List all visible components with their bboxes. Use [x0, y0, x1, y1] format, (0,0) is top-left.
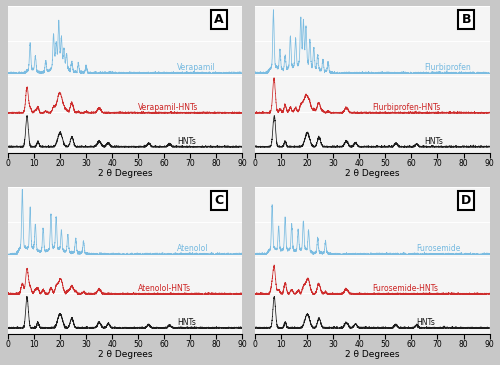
X-axis label: 2 θ Degrees: 2 θ Degrees	[98, 169, 152, 178]
Text: Atenolol: Atenolol	[177, 245, 208, 253]
Text: HNTs: HNTs	[177, 137, 196, 146]
Text: Furosemide-HNTs: Furosemide-HNTs	[372, 284, 438, 293]
Text: Furosemide: Furosemide	[416, 245, 461, 253]
Text: HNTs: HNTs	[424, 137, 444, 146]
Text: Verapamil-HNTs: Verapamil-HNTs	[138, 103, 198, 112]
Text: A: A	[214, 13, 224, 26]
Text: Verapamil: Verapamil	[177, 63, 216, 72]
Text: Flurbiprofen-HNTs: Flurbiprofen-HNTs	[372, 103, 441, 112]
X-axis label: 2 θ Degrees: 2 θ Degrees	[98, 350, 152, 360]
Text: HNTs: HNTs	[416, 318, 436, 327]
Text: B: B	[462, 13, 471, 26]
Text: Flurbiprofen: Flurbiprofen	[424, 63, 471, 72]
Text: Atenolol-HNTs: Atenolol-HNTs	[138, 284, 192, 293]
Text: HNTs: HNTs	[177, 318, 196, 327]
X-axis label: 2 θ Degrees: 2 θ Degrees	[345, 350, 400, 360]
X-axis label: 2 θ Degrees: 2 θ Degrees	[345, 169, 400, 178]
Text: D: D	[461, 194, 471, 207]
Text: C: C	[214, 194, 224, 207]
